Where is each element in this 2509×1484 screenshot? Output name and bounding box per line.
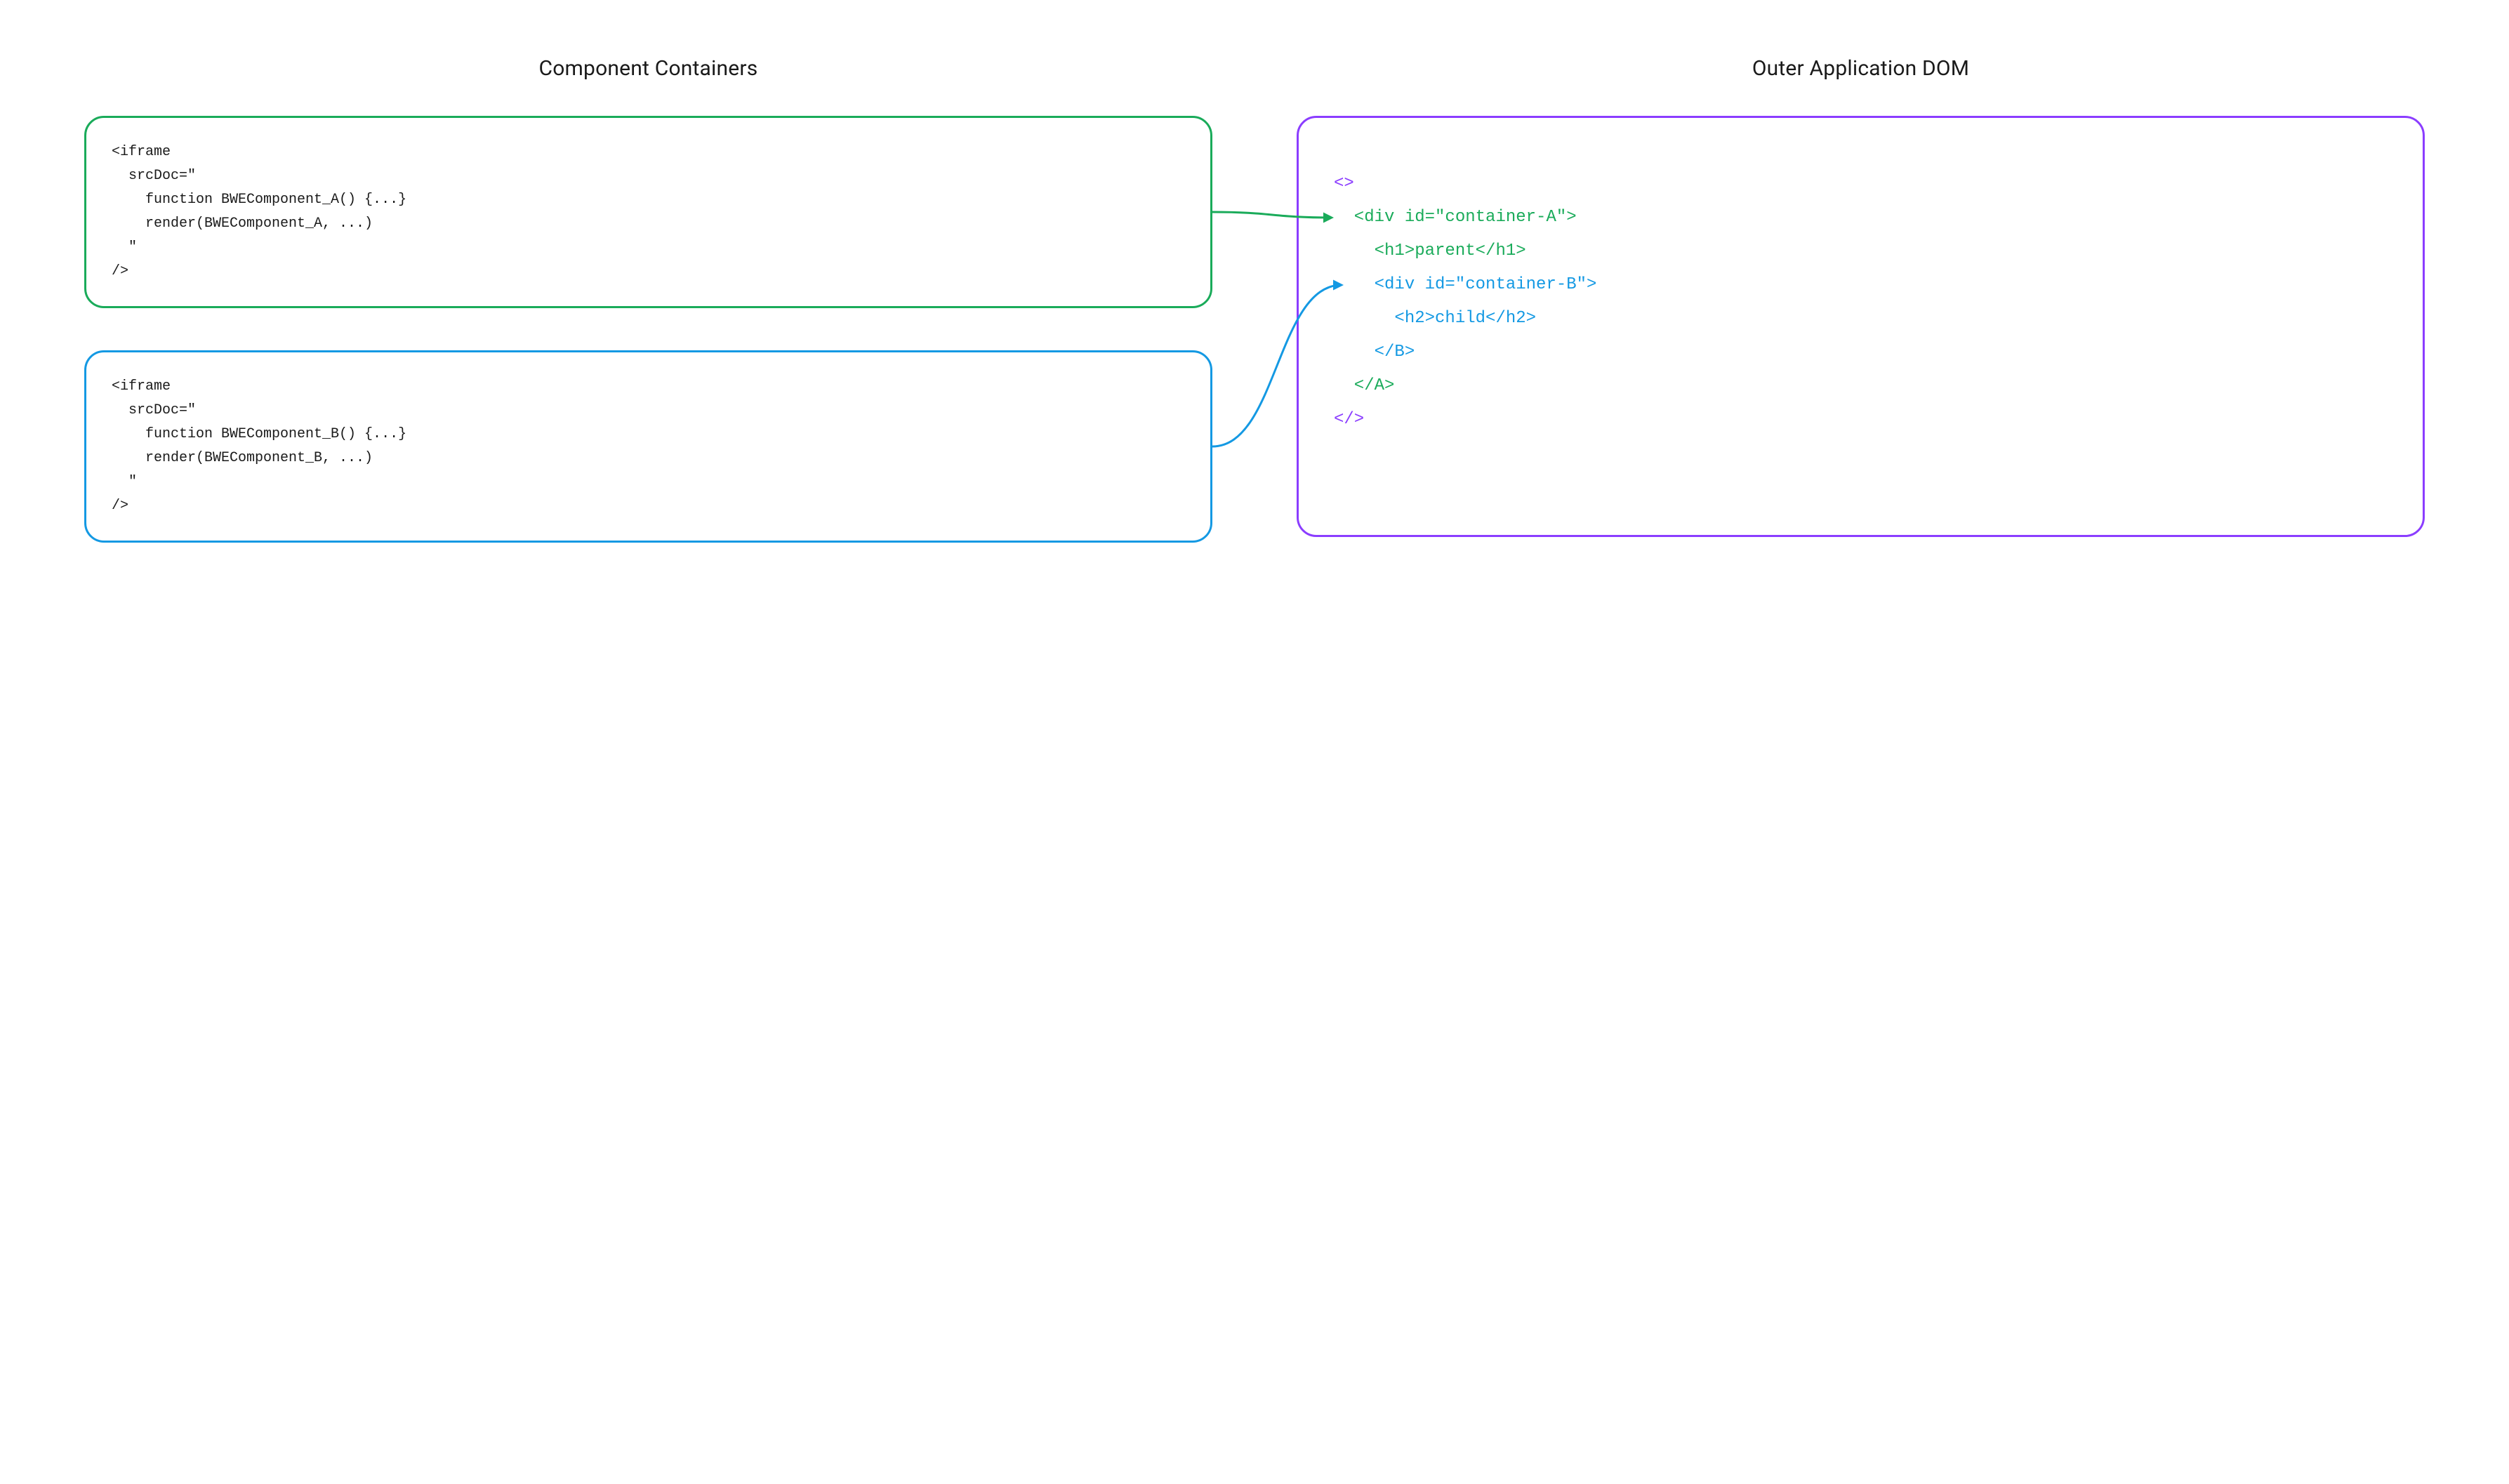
code-line: <iframe <box>112 375 1185 399</box>
dom-code-line: </A> <box>1334 369 2388 403</box>
code-line: srcDoc=" <box>112 164 1185 188</box>
component-box-b: <iframe srcDoc=" function BWEComponent_B… <box>84 350 1212 543</box>
code-line: function BWEComponent_B() {...} <box>112 423 1185 446</box>
diagram-root: Component Containers <iframe srcDoc=" fu… <box>84 56 2425 543</box>
component-box-a: <iframe srcDoc=" function BWEComponent_A… <box>84 116 1212 308</box>
code-line: /> <box>112 260 1185 284</box>
dom-code-line: <> <box>1334 167 2388 201</box>
code-line: render(BWEComponent_B, ...) <box>112 446 1185 470</box>
code-line: srcDoc=" <box>112 399 1185 423</box>
heading-left: Component Containers <box>84 56 1212 81</box>
code-line: function BWEComponent_A() {...} <box>112 188 1185 212</box>
code-line: " <box>112 236 1185 260</box>
code-line: <iframe <box>112 140 1185 164</box>
dom-code-line: <div id="container-A"> <box>1334 201 2388 234</box>
dom-code-line: <h2>child</h2> <box>1334 302 2388 336</box>
right-column: Outer Application DOM <> <div id="contai… <box>1297 56 2425 543</box>
code-line: /> <box>112 494 1185 518</box>
outer-dom-box: <> <div id="container-A"> <h1>parent</h1… <box>1297 116 2425 537</box>
code-line: render(BWEComponent_A, ...) <box>112 212 1185 236</box>
dom-code-line: </> <box>1334 403 2388 437</box>
left-column: Component Containers <iframe srcDoc=" fu… <box>84 56 1212 543</box>
code-line: " <box>112 470 1185 494</box>
heading-right: Outer Application DOM <box>1297 56 2425 81</box>
dom-code-line: </B> <box>1334 336 2388 369</box>
dom-code-line: <div id="container-B"> <box>1334 268 2388 302</box>
dom-code-line: <h1>parent</h1> <box>1334 234 2388 268</box>
